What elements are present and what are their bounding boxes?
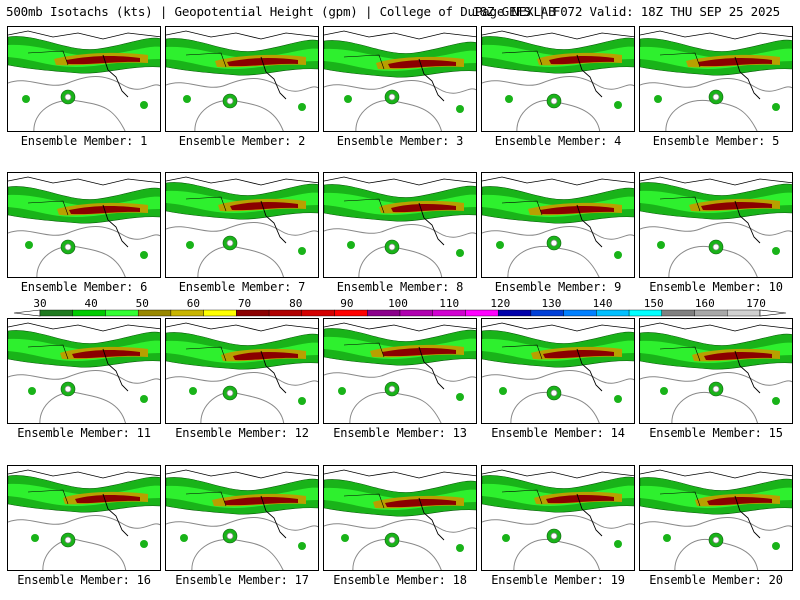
ensemble-map-panel [7,465,161,571]
colorbar-swatch [203,309,237,317]
ensemble-member-label: Ensemble Member: 13 [333,426,467,440]
ensemble-member-label: Ensemble Member: 17 [175,573,309,587]
ensemble-member-label: Ensemble Member: 10 [649,280,783,294]
colorbar-swatch [236,309,270,317]
colorbar-swatch [399,309,433,317]
ensemble-map-panel [481,318,635,424]
map-header: 500mb Isotachs (kts) | Geopotential Heig… [0,0,800,24]
colorbar-tick-label: 140 [593,297,613,310]
ensemble-map-panel [7,172,161,278]
ensemble-member-label: Ensemble Member: 8 [336,280,464,294]
colorbar-lower-arrow [13,309,41,317]
colorbar-swatch [170,309,204,317]
colorbar-swatch [367,309,401,317]
colorbar-swatch [563,309,597,317]
colorbar-tick-label: 40 [85,297,98,310]
colorbar-tick-label: 150 [644,297,664,310]
ensemble-member-label: Ensemble Member: 11 [17,426,151,440]
colorbar-tick-label: 50 [136,297,149,310]
ensemble-map-panel [7,318,161,424]
colorbar-swatch [432,309,466,317]
ensemble-member-label: Ensemble Member: 7 [178,280,306,294]
ensemble-member-label: Ensemble Member: 12 [175,426,309,440]
ensemble-map-panel [323,318,477,424]
ensemble-map-panel [639,26,793,132]
ensemble-map-panel [165,26,319,132]
colorbar-tick-label: 110 [439,297,459,310]
ensemble-member-label: Ensemble Member: 19 [491,573,625,587]
colorbar-tick-label: 30 [33,297,46,310]
ensemble-member-label: Ensemble Member: 20 [649,573,783,587]
ensemble-map-panel [323,26,477,132]
valid-time: 18Z GEFS | F072 Valid: 18Z THU SEP 25 20… [472,4,780,19]
ensemble-member-label: Ensemble Member: 9 [494,280,622,294]
ensemble-map-panel [481,26,635,132]
colorbar-tick-label: 60 [187,297,200,310]
colorbar-tick-label: 70 [238,297,251,310]
colorbar-swatch [694,309,728,317]
ensemble-member-label: Ensemble Member: 16 [17,573,151,587]
colorbar-swatch [727,309,761,317]
colorbar-tick-label: 100 [388,297,408,310]
ensemble-member-label: Ensemble Member: 4 [494,134,622,148]
ensemble-map-panel [323,465,477,571]
colorbar-tick-label: 80 [289,297,302,310]
ensemble-map-panel [639,318,793,424]
isotach-colorbar: 30 40 50 60 70 80 90 100 110 120 130 140 150 160 170 [13,297,787,317]
product-title: 500mb Isotachs (kts) | Geopotential Heig… [6,4,556,19]
colorbar-swatch [39,309,73,317]
colorbar-upper-arrow [759,309,787,317]
ensemble-map-panel [639,172,793,278]
ensemble-member-label: Ensemble Member: 5 [652,134,780,148]
colorbar-tick-label: 130 [541,297,561,310]
ensemble-map-panel [323,172,477,278]
ensemble-member-label: Ensemble Member: 6 [20,280,148,294]
colorbar-swatch [137,309,172,317]
ensemble-map-panel [165,465,319,571]
ensemble-map-panel [7,26,161,132]
colorbar-swatch [301,309,335,317]
colorbar-swatch [497,309,532,317]
colorbar-swatch [72,309,106,317]
colorbar-swatch [105,309,139,317]
colorbar-swatch [334,309,368,317]
ensemble-member-label: Ensemble Member: 2 [178,134,306,148]
ensemble-member-label: Ensemble Member: 15 [649,426,783,440]
ensemble-map-panel [481,172,635,278]
colorbar-swatch [268,309,303,317]
colorbar-swatch [530,309,564,317]
ensemble-member-label: Ensemble Member: 18 [333,573,467,587]
colorbar-tick-label: 90 [340,297,353,310]
ensemble-map-panel [639,465,793,571]
colorbar-tick-label: 160 [695,297,715,310]
colorbar-swatch [628,309,663,317]
ensemble-member-label: Ensemble Member: 1 [20,134,148,148]
colorbar-swatch [661,309,695,317]
colorbar-tick-label: 120 [490,297,510,310]
ensemble-map-panel [481,465,635,571]
colorbar-tick-label: 170 [746,297,766,310]
ensemble-map-panel [165,172,319,278]
colorbar-swatch [596,309,630,317]
ensemble-map-panel [165,318,319,424]
ensemble-member-label: Ensemble Member: 3 [336,134,464,148]
ensemble-member-label: Ensemble Member: 14 [491,426,625,440]
colorbar-swatch [465,309,499,317]
